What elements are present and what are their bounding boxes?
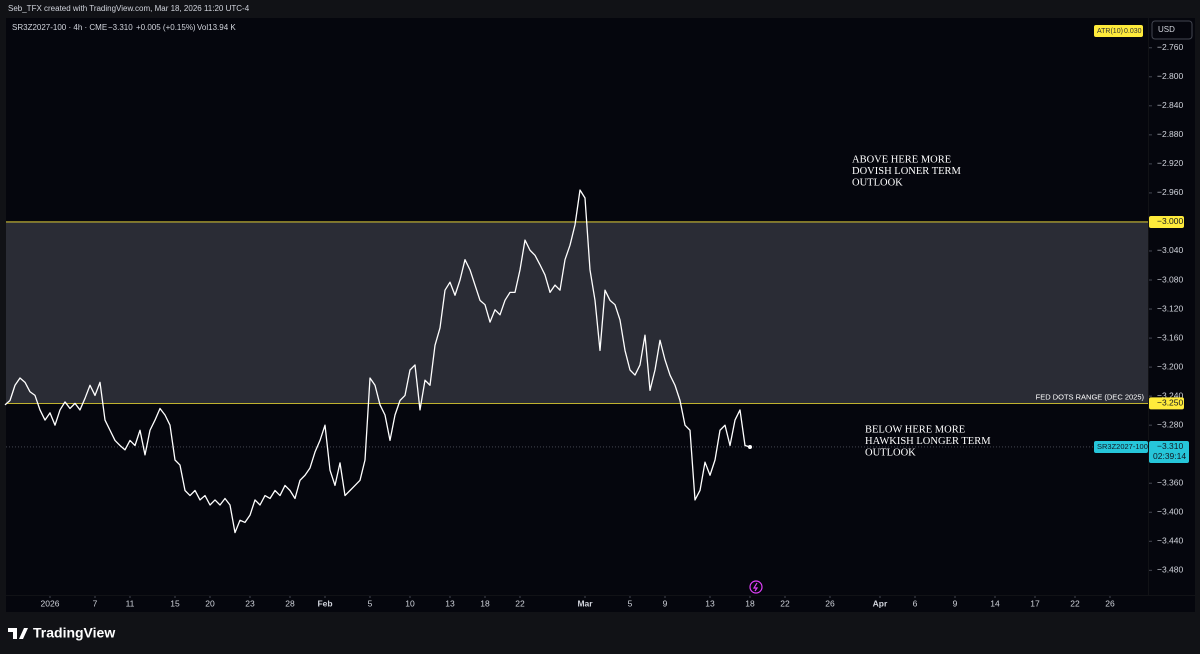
credit: Seb_TFX created with TradingView.com, Ma… (8, 4, 250, 13)
annotation: OUTLOOK (865, 447, 916, 458)
y-tick-label: −2.800 (1157, 71, 1184, 81)
x-tick-label: 26 (825, 598, 835, 608)
symbol-info: SR3Z2027-100 · 4h · CME (12, 23, 107, 32)
x-tick-label: 14 (990, 598, 1000, 608)
change: +0.005 (+0.15%) (136, 23, 196, 32)
y-tick-label: −3.080 (1157, 274, 1184, 284)
x-tick-label: 11 (126, 598, 135, 608)
y-tick-label: −3.440 (1157, 536, 1184, 546)
y-tick-label: −3.400 (1157, 507, 1184, 517)
y-tick-label: −3.120 (1157, 303, 1184, 313)
currency-box[interactable] (1151, 20, 1193, 40)
level-label: −3.250 (1157, 398, 1184, 408)
indicator-badge (1094, 25, 1143, 37)
countdown: 02:39:14 (1153, 451, 1186, 461)
x-tick-label: 23 (245, 598, 255, 608)
y-tick-label: −2.920 (1157, 158, 1184, 168)
alert-icon[interactable] (749, 580, 763, 594)
chart-layer: −2.760 −2.800 −2.840 −2.880 −2.920 −2.960 −3.0… (4, 42, 1189, 608)
level-text: FED DOTS RANGE (DEC 2025) (1036, 392, 1145, 401)
x-tick-label: 13 (705, 598, 715, 608)
y-tick-label: −2.840 (1157, 100, 1184, 110)
indicator-name: ATR(10) (1097, 28, 1123, 35)
y-tick-label: −3.280 (1157, 419, 1184, 429)
level-band (6, 221, 1148, 404)
currency[interactable]: USD (1158, 25, 1175, 34)
x-tick-label: 5 (628, 598, 633, 608)
x-tick-label: 22 (780, 598, 790, 608)
annotation: HAWKISH LONGER TERM (865, 436, 991, 447)
x-tick-label: Feb (317, 598, 332, 608)
annotation: ABOVE HERE MORE (852, 154, 951, 165)
x-tick-label: 18 (480, 598, 490, 608)
brand: TradingView (8, 625, 115, 641)
y-tick-label: −2.960 (1157, 187, 1184, 197)
x-tick-label: 6 (913, 598, 918, 608)
volume: Vol13.94 K (197, 23, 236, 32)
x-tick-label: Mar (577, 598, 593, 608)
annotation: DOVISH LONER TERM (852, 166, 962, 177)
indicator-value: 0.030 (1124, 28, 1142, 35)
brand-name: TradingView (33, 625, 115, 641)
symbol-label: SR3Z2027-100 (1097, 442, 1148, 451)
y-tick-label: −2.760 (1157, 42, 1184, 52)
annotation: BELOW HERE MORE (865, 424, 965, 435)
y-tick-label: −3.040 (1157, 245, 1184, 255)
price-axis (1149, 18, 1195, 595)
alert-ring[interactable] (749, 580, 763, 594)
level-label: −3.000 (1157, 216, 1184, 226)
x-tick-label: 5 (368, 598, 373, 608)
annotation: OUTLOOK (852, 177, 903, 188)
symbol-label-box (1094, 440, 1148, 453)
level-label-box (1149, 397, 1184, 410)
y-tick-label: −2.880 (1157, 129, 1184, 139)
y-tick-label: −3.200 (1157, 361, 1184, 371)
level-label-box (1149, 215, 1184, 228)
alert-bolt[interactable] (752, 582, 759, 592)
x-tick-label: 28 (285, 598, 295, 608)
x-tick-label: 17 (1030, 598, 1040, 608)
x-tick-label: 9 (663, 598, 668, 608)
x-tick-label: 2026 (41, 598, 60, 608)
y-tick-label: −3.160 (1157, 332, 1184, 342)
x-tick-label: 22 (1070, 598, 1080, 608)
y-tick-label: −3.240 (1157, 390, 1184, 400)
x-tick-label: 22 (515, 598, 525, 608)
y-tick-label: −3.480 (1157, 565, 1184, 575)
x-tick-label: 10 (405, 598, 415, 608)
x-tick-label: 13 (445, 598, 455, 608)
x-tick-label: 15 (170, 598, 180, 608)
x-tick-label: 26 (1105, 598, 1115, 608)
price-line (4, 189, 751, 534)
x-tick-label: Apr (873, 598, 888, 608)
x-tick-label: 9 (953, 598, 958, 608)
time-axis (6, 596, 1195, 612)
x-tick-label: 20 (205, 598, 215, 608)
current-price-box (1149, 440, 1189, 463)
y-tick-label: −3.360 (1157, 477, 1184, 487)
current-price-label: −3.310 (1157, 441, 1184, 451)
last-point (748, 444, 752, 449)
x-tick-label: 18 (745, 598, 755, 608)
x-tick-label: 7 (93, 598, 98, 608)
last-price: −3.310 (108, 23, 133, 32)
brand-logo (8, 628, 28, 639)
